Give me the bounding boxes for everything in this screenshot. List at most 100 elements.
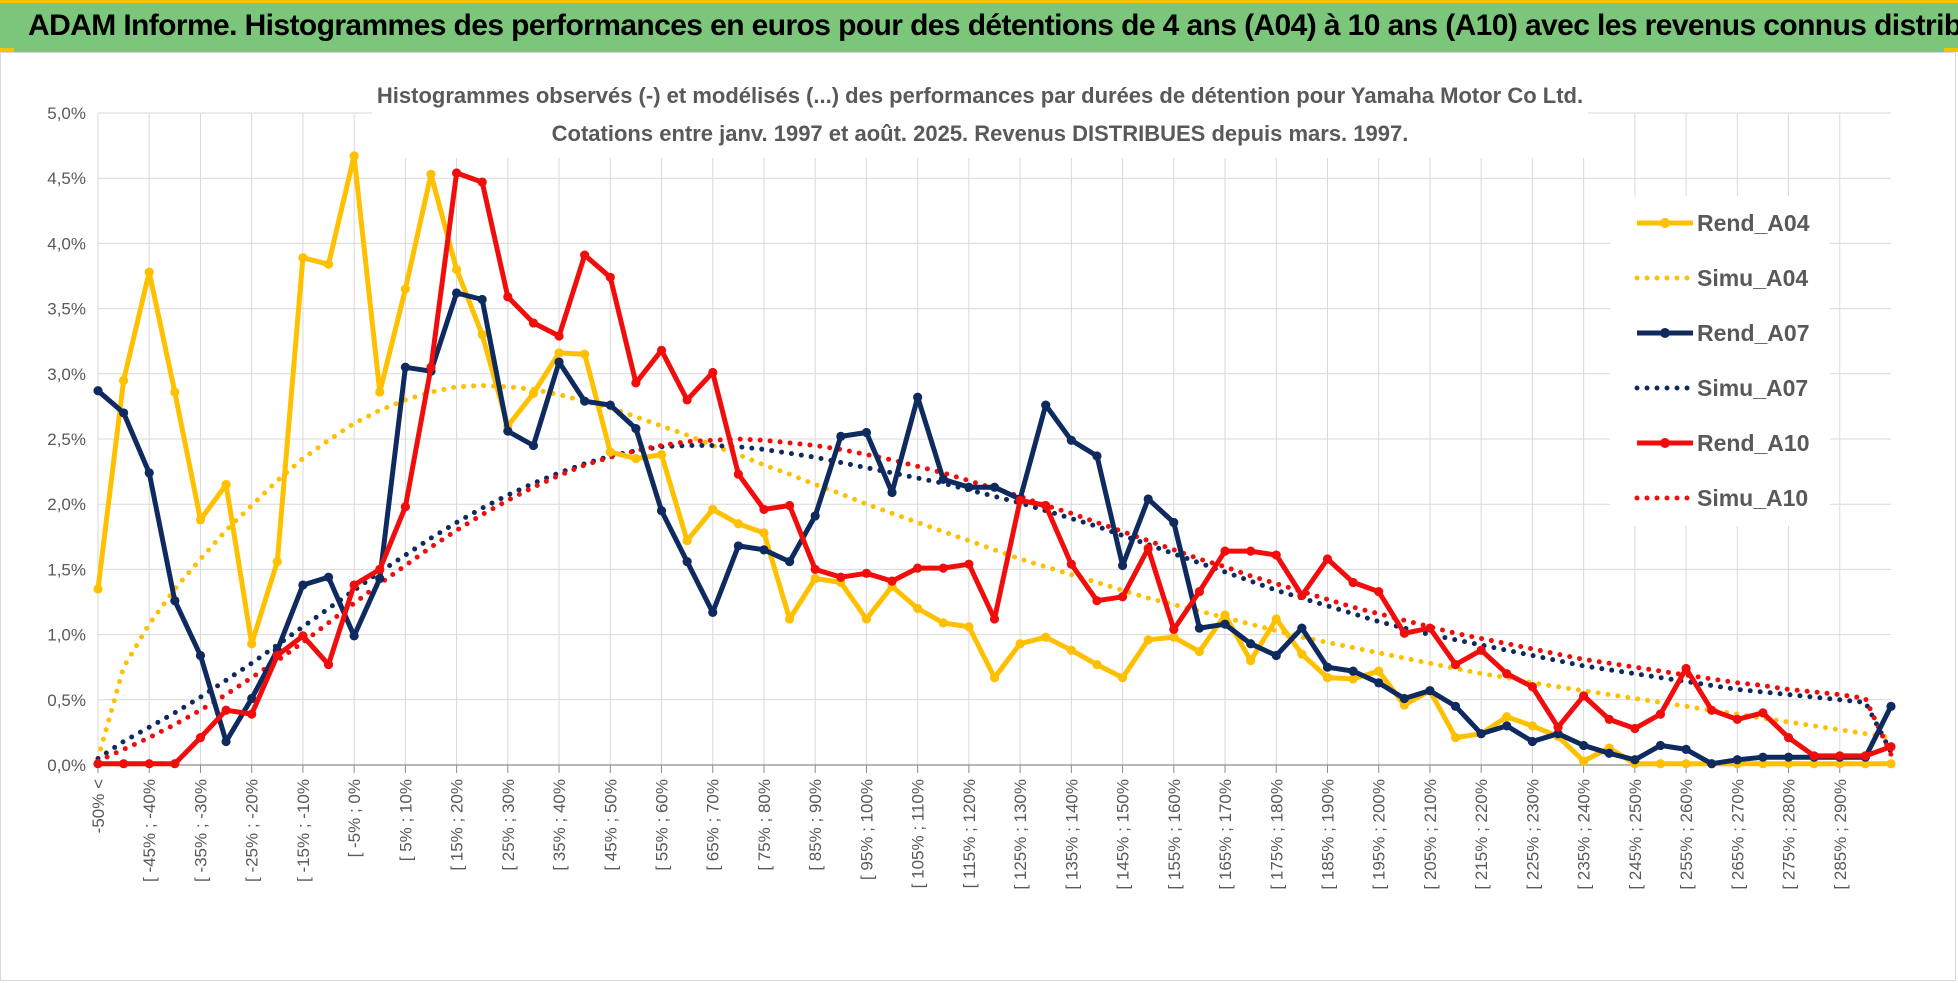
data-point xyxy=(1630,723,1640,734)
data-point xyxy=(247,639,257,649)
x-tick-label: [ 35% ; 40% xyxy=(550,779,569,871)
data-point xyxy=(1169,624,1179,634)
data-point xyxy=(1630,755,1640,765)
chart-title: Histogrammes observés (-) et modélisés (… xyxy=(377,83,1583,108)
data-point xyxy=(1655,740,1666,751)
data-point xyxy=(554,331,564,341)
data-point xyxy=(426,362,436,372)
data-point xyxy=(323,659,334,670)
data-point xyxy=(1322,673,1333,683)
data-point xyxy=(759,545,769,555)
x-tick-label: [ -35% ; -30% xyxy=(191,779,210,882)
data-point xyxy=(989,482,1000,492)
legend-item-simu_a07: Simu_A07 xyxy=(1634,375,1808,401)
x-tick-label: [ 135% ; 140% xyxy=(1062,779,1081,890)
data-point xyxy=(1271,550,1281,560)
data-point xyxy=(836,431,846,441)
data-point xyxy=(452,264,462,275)
x-tick-label: [ 185% ; 190% xyxy=(1318,779,1337,890)
series-simu_a07 xyxy=(95,443,1894,761)
series-simu_a04 xyxy=(95,382,1894,761)
data-point xyxy=(1297,649,1307,659)
data-point xyxy=(913,563,923,573)
x-tick-label: [ 85% ; 90% xyxy=(806,779,825,871)
data-point xyxy=(631,378,641,388)
data-point xyxy=(887,487,897,498)
legend-marker xyxy=(1660,218,1670,228)
data-point xyxy=(861,427,872,438)
data-point xyxy=(298,253,308,263)
x-tick-label: [ -25% ; -20% xyxy=(243,779,262,882)
data-point xyxy=(93,759,103,769)
data-point xyxy=(1553,729,1563,739)
data-point xyxy=(1271,614,1281,624)
data-point xyxy=(1758,752,1768,762)
data-point xyxy=(964,622,974,632)
data-point xyxy=(580,396,590,406)
data-point xyxy=(349,631,359,641)
x-tick-label: [ -45% ; -40% xyxy=(140,779,159,882)
data-point xyxy=(1220,610,1230,620)
data-point xyxy=(1579,756,1589,766)
data-point xyxy=(1194,623,1205,633)
x-tick-label: [ -5% ; 0% xyxy=(345,779,364,857)
data-point xyxy=(733,519,743,529)
legend-item-rend_a07: Rend_A07 xyxy=(1637,320,1809,346)
data-point xyxy=(1117,673,1128,683)
x-tick-label: [ 45% ; 50% xyxy=(601,779,620,871)
data-point xyxy=(810,564,820,575)
data-point xyxy=(170,596,180,606)
data-point xyxy=(938,618,948,628)
data-point xyxy=(1194,646,1205,657)
data-point xyxy=(1220,619,1230,629)
data-point xyxy=(1707,705,1717,715)
data-point xyxy=(1886,701,1896,711)
x-tick-label: [ 225% ; 230% xyxy=(1523,779,1542,890)
data-point xyxy=(1860,759,1870,769)
data-point xyxy=(1527,721,1537,731)
legend-item-simu_a04: Simu_A04 xyxy=(1634,265,1808,291)
data-point xyxy=(323,572,334,582)
data-point xyxy=(1374,666,1384,676)
x-axis-tick-labels: -50% < [ -45% ; -40% [ -35% ; -30% [ -25% ;… xyxy=(89,779,1850,890)
report-title: ADAM Informe. Histogrammes des performan… xyxy=(28,9,1958,42)
legend-label: Rend_A10 xyxy=(1697,430,1809,456)
x-tick-label: [ 175% ; 180% xyxy=(1267,779,1286,890)
data-point xyxy=(1604,748,1614,758)
data-point xyxy=(1374,586,1384,597)
x-tick-label: [ 285% ; 290% xyxy=(1831,779,1850,890)
data-point xyxy=(1220,546,1230,556)
data-point xyxy=(349,580,359,590)
data-point xyxy=(119,375,129,385)
data-point xyxy=(247,693,257,704)
data-point xyxy=(836,572,846,582)
data-point xyxy=(708,367,718,378)
chart-title-backdrop xyxy=(372,74,1588,158)
y-tick-label: 4,5% xyxy=(47,169,86,188)
data-point xyxy=(656,345,667,355)
x-tick-label: [ 165% ; 170% xyxy=(1216,779,1235,890)
data-point xyxy=(375,564,385,575)
data-point xyxy=(195,515,206,525)
data-point xyxy=(1143,635,1153,645)
data-point xyxy=(913,603,923,614)
data-point xyxy=(1066,645,1076,655)
chart-subtitle: Cotations entre janv. 1997 et août. 2025… xyxy=(552,121,1409,146)
data-point xyxy=(1476,729,1486,739)
y-tick-label: 5,0% xyxy=(47,104,86,123)
data-point xyxy=(272,650,282,661)
data-point xyxy=(119,759,129,769)
data-point xyxy=(1809,751,1819,761)
legend-item-simu_a10: Simu_A10 xyxy=(1634,485,1808,511)
data-point xyxy=(1399,628,1409,638)
data-point xyxy=(682,395,692,405)
series-line xyxy=(95,382,1894,761)
data-point xyxy=(1732,714,1742,724)
data-point xyxy=(605,272,615,282)
data-point xyxy=(1835,759,1845,769)
data-point xyxy=(759,528,769,538)
x-tick-label: -50% < xyxy=(89,779,108,833)
data-point xyxy=(784,556,795,567)
x-tick-label: [ 55% ; 60% xyxy=(653,779,672,871)
